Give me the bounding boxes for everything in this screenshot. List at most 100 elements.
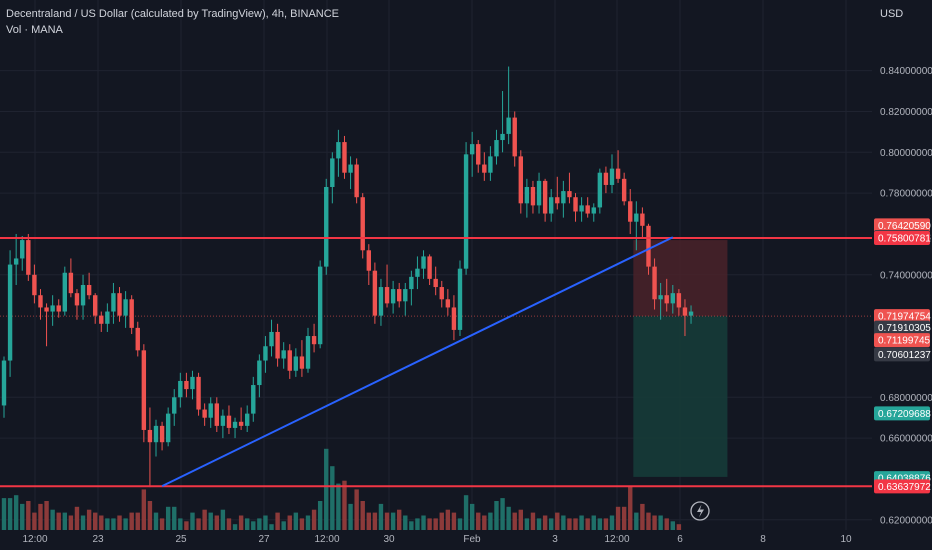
candle-body <box>433 278 438 288</box>
candle-body <box>299 356 305 369</box>
candle-body <box>129 299 134 328</box>
candle-body <box>634 213 639 222</box>
chart-grid <box>0 0 872 530</box>
candle-body <box>32 274 37 296</box>
price-axis[interactable]: 0.84000000 0.82000000 0.80000000 0.78000000… <box>880 66 932 526</box>
drawing-lines[interactable] <box>0 236 872 488</box>
candle-body <box>536 180 542 206</box>
volume-bar <box>141 489 147 530</box>
candle-body <box>153 425 159 443</box>
candle-body <box>232 421 238 428</box>
volume-bar <box>603 518 609 530</box>
volume-legend: Vol · MANA <box>6 24 63 36</box>
x-tick-label: 30 <box>383 534 395 545</box>
y-tick-label: 0.74000000 <box>880 270 932 281</box>
candle-body <box>415 268 420 277</box>
candle-body <box>68 272 74 294</box>
volume-bar <box>159 518 165 530</box>
volume-bar <box>135 512 140 530</box>
candle-body <box>549 197 554 214</box>
candle-body <box>172 397 177 414</box>
candle-body <box>184 380 189 390</box>
y-tick-label: 0.78000000 <box>880 189 932 200</box>
volume-bar <box>50 509 55 530</box>
volume-bar <box>251 521 256 530</box>
volume-bar <box>415 518 420 530</box>
candlestick-series[interactable] <box>1 66 694 488</box>
candle-body <box>397 289 402 302</box>
price-tag-label: 0.67209688 <box>878 409 931 420</box>
candle-body <box>336 142 341 159</box>
candle-body <box>287 350 292 371</box>
volume-bar <box>7 498 13 530</box>
volume-bar <box>640 503 645 530</box>
trendline <box>161 236 674 488</box>
volume-bar <box>500 498 505 530</box>
candle-body <box>591 207 596 214</box>
volume-bar <box>153 512 159 530</box>
candle-body <box>196 376 201 410</box>
volume-bar <box>99 515 104 530</box>
volume-bar <box>220 509 226 530</box>
replay-icon[interactable] <box>690 501 710 521</box>
volume-bar <box>13 495 19 530</box>
volume-bar <box>664 518 669 530</box>
volume-bar <box>93 512 98 530</box>
volume-bar <box>111 518 116 530</box>
candle-body <box>469 144 475 155</box>
candle-body <box>269 331 274 347</box>
volume-bar <box>609 515 615 530</box>
candle-body <box>105 311 110 324</box>
x-tick-label: 12:00 <box>314 534 339 545</box>
candle-body <box>348 164 353 173</box>
volume-bar <box>184 521 189 530</box>
time-axis[interactable]: 12:00 23 25 27 12:00 30 Feb 3 12:00 6 8 10 <box>22 534 852 545</box>
volume-bar <box>567 518 572 530</box>
volume-bar <box>670 521 675 530</box>
y-tick-label: 0.68000000 <box>880 393 932 404</box>
candle-body <box>372 270 378 316</box>
volume-bar <box>336 483 341 530</box>
volume-bar <box>117 515 122 530</box>
lightning-icon <box>697 504 704 518</box>
candle-body <box>226 415 232 428</box>
candle-body <box>360 197 365 251</box>
candle-body <box>111 293 116 312</box>
price-tag <box>874 218 930 233</box>
candle-body <box>628 201 633 222</box>
candle-body <box>682 307 688 316</box>
candle-body <box>506 117 511 134</box>
volume-bar <box>561 515 566 530</box>
candle-body <box>621 178 627 202</box>
candle-body <box>366 250 371 271</box>
volume-bar <box>275 512 280 530</box>
volume-bar <box>238 515 244 530</box>
volume-bar <box>299 518 305 530</box>
candle-body <box>676 293 682 308</box>
volume-bar <box>32 512 37 530</box>
candle-body <box>305 336 311 369</box>
volume-bar <box>469 503 475 530</box>
volume-bar <box>518 509 523 530</box>
x-tick-label: 6 <box>677 534 683 545</box>
candle-body <box>555 197 560 204</box>
candle-body <box>147 429 153 443</box>
volume-bars <box>1 448 682 530</box>
volume-bar <box>530 512 536 530</box>
volume-bar <box>591 515 596 530</box>
volume-bar <box>232 524 238 530</box>
candle-body <box>688 311 694 316</box>
volume-bar <box>433 518 438 530</box>
candle-body <box>390 289 396 304</box>
candle-body <box>457 268 463 330</box>
candle-body <box>317 266 323 345</box>
candle-body <box>524 187 530 204</box>
volume-bar <box>488 512 493 530</box>
volume-bar <box>463 495 469 530</box>
candle-body <box>542 180 548 214</box>
volume-bar <box>634 512 639 530</box>
price-tag <box>874 479 930 494</box>
price-tag-label: 0.75800781 <box>878 234 931 245</box>
price-tag <box>874 406 930 421</box>
